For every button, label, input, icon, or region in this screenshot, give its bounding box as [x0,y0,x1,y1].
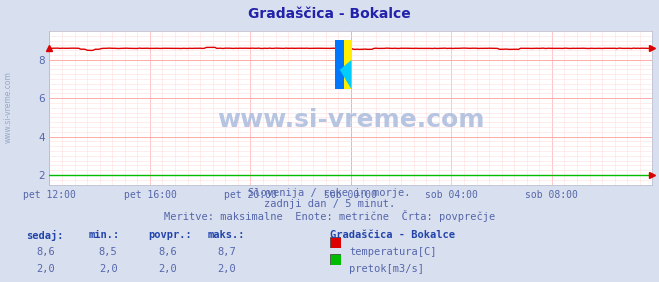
Bar [335,40,351,89]
Polygon shape [339,60,351,89]
Text: temperatura[C]: temperatura[C] [349,247,437,257]
Text: Gradaščica - Bokalce: Gradaščica - Bokalce [248,7,411,21]
Text: 8,7: 8,7 [217,247,236,257]
Text: 8,6: 8,6 [158,247,177,257]
Text: Gradaščica - Bokalce: Gradaščica - Bokalce [330,230,455,240]
Polygon shape [335,40,344,89]
Text: www.si-vreme.com: www.si-vreme.com [217,108,484,132]
Text: 8,6: 8,6 [36,247,55,257]
Text: maks.:: maks.: [208,230,245,240]
Text: 2,0: 2,0 [158,264,177,274]
Text: pretok[m3/s]: pretok[m3/s] [349,264,424,274]
Text: 2,0: 2,0 [99,264,117,274]
Text: sedaj:: sedaj: [26,230,64,241]
Text: Slovenija / reke in morje.: Slovenija / reke in morje. [248,188,411,197]
Text: 8,5: 8,5 [99,247,117,257]
Text: Meritve: maksimalne  Enote: metrične  Črta: povprečje: Meritve: maksimalne Enote: metrične Črta… [164,210,495,222]
Text: min.:: min.: [89,230,120,240]
Text: povpr.:: povpr.: [148,230,192,240]
Text: zadnji dan / 5 minut.: zadnji dan / 5 minut. [264,199,395,209]
Text: 2,0: 2,0 [217,264,236,274]
Text: 2,0: 2,0 [36,264,55,274]
Text: www.si-vreme.com: www.si-vreme.com [4,71,13,143]
